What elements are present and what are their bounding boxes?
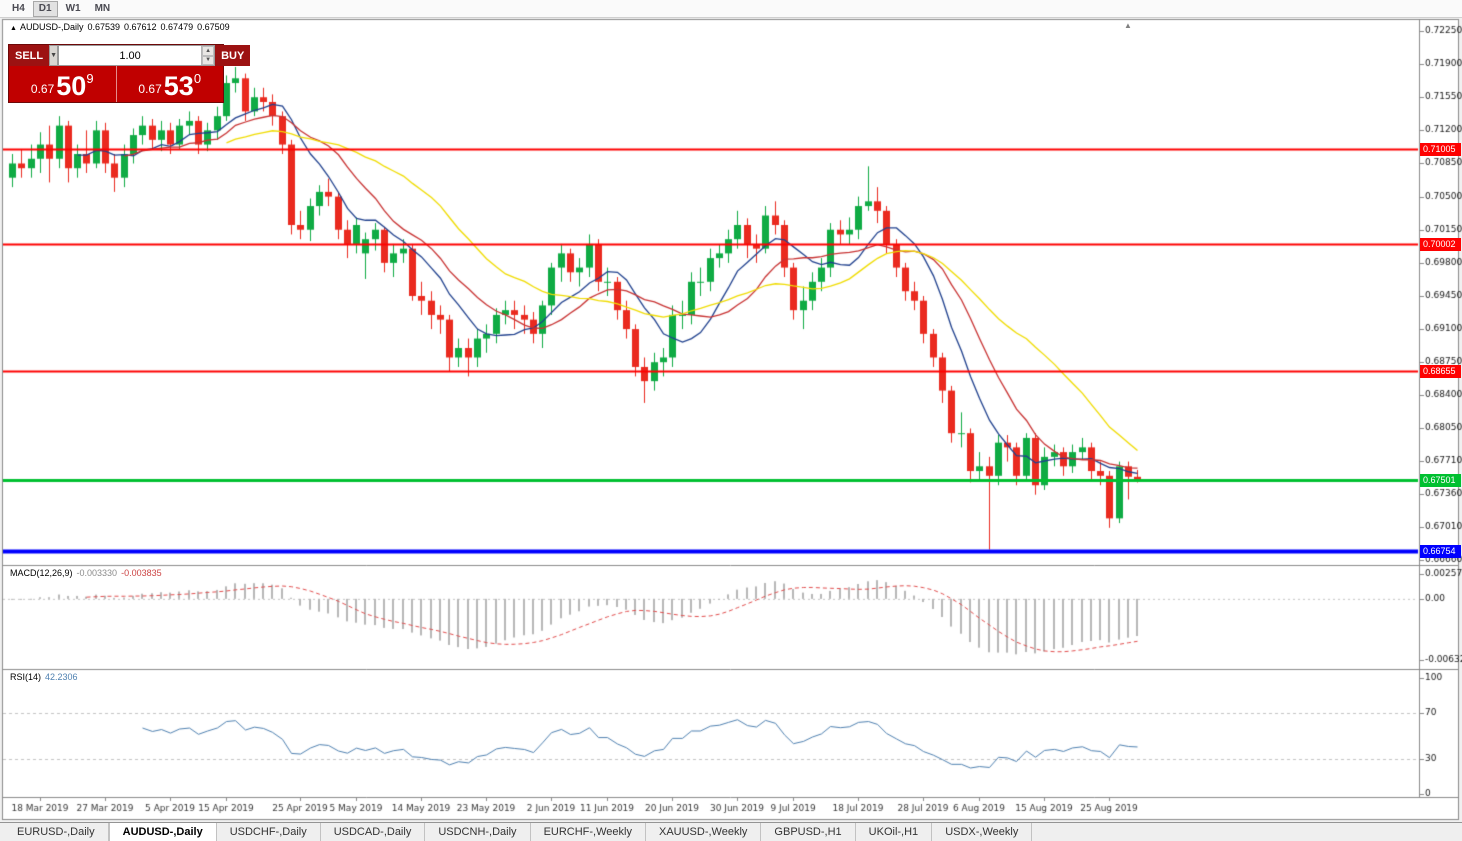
buy-price-big-digits: 53 xyxy=(163,71,194,101)
one-click-trading-panel: SELL ▼ ▲ ▼ BUY 0.67 50 9 0.67 53 0 xyxy=(8,44,251,103)
rsi-name: RSI(14) xyxy=(10,672,42,682)
price-level-tag: 0.68655 xyxy=(1420,365,1461,378)
rsi-value: 42.2306 xyxy=(45,672,78,682)
volume-increase-button[interactable]: ▲ xyxy=(202,46,215,56)
sell-price-prefix: 0.67 xyxy=(30,82,55,96)
chart-header: ▲ AUDUSD-,Daily 0.67539 0.67612 0.67479 0.675… xyxy=(10,22,234,32)
price-level-tag: 0.71005 xyxy=(1420,143,1461,156)
sell-price-button[interactable]: 0.67 50 9 xyxy=(9,66,116,102)
volume-field: ▲ ▼ xyxy=(58,45,216,66)
chart-shift-marker[interactable]: ▲ xyxy=(1124,21,1132,30)
chart-tab-usdcad-daily[interactable]: USDCAD-,Daily xyxy=(321,823,426,841)
chart-tab-usdchf-daily[interactable]: USDCHF-,Daily xyxy=(217,823,321,841)
chart-tab-ukoil-h1[interactable]: UKOil-,H1 xyxy=(856,823,933,841)
chart-tab-bar: EURUSD-,Daily AUDUSD-,Daily USDCHF-,Daily U… xyxy=(0,822,1462,841)
volume-spinner: ▲ ▼ xyxy=(201,46,215,65)
timeframe-button-d1[interactable]: D1 xyxy=(32,0,58,17)
volume-dropdown-button[interactable]: ▼ xyxy=(49,45,59,66)
buy-price-pip-digit: 0 xyxy=(193,71,202,86)
chart-tab-xauusd-weekly[interactable]: XAUUSD-,Weekly xyxy=(646,823,762,841)
rsi-indicator-label: RSI(14) 42.2306 xyxy=(10,672,82,682)
price-level-tag: 0.66754 xyxy=(1420,545,1461,558)
volume-input[interactable] xyxy=(59,46,202,65)
timeframe-toolbar: H4 D1 W1 MN xyxy=(0,0,1462,18)
macd-signal-value: -0.003835 xyxy=(121,568,162,578)
chart-tab-audusd-daily[interactable]: AUDUSD-,Daily xyxy=(108,823,217,841)
sell-button[interactable]: SELL xyxy=(9,45,50,66)
timeframe-button-mn[interactable]: MN xyxy=(89,1,117,17)
macd-name: MACD(12,26,9) xyxy=(10,568,73,578)
timeframe-button-w1[interactable]: W1 xyxy=(60,1,87,17)
price-level-tag: 0.70002 xyxy=(1420,238,1461,251)
macd-indicator-label: MACD(12,26,9) -0.003330 -0.003835 xyxy=(10,568,166,578)
chevron-down-icon: ▼ xyxy=(50,52,58,59)
chart-tab-gbpusd-h1[interactable]: GBPUSD-,H1 xyxy=(761,823,856,841)
chart-tab-usdx-weekly[interactable]: USDX-,Weekly xyxy=(932,823,1033,841)
price-divider xyxy=(115,66,117,102)
ohlc-open: 0.67539 xyxy=(87,22,120,32)
buy-button[interactable]: BUY xyxy=(215,45,251,66)
ohlc-low: 0.67479 xyxy=(160,22,194,32)
sell-price-pip-digit: 9 xyxy=(86,71,94,86)
timeframe-button-h4[interactable]: H4 xyxy=(6,1,31,17)
buy-price-prefix: 0.67 xyxy=(138,82,162,96)
price-level-tag: 0.67501 xyxy=(1420,474,1461,487)
volume-decrease-button[interactable]: ▼ xyxy=(202,55,215,65)
symbol-marker-icon: ▲ xyxy=(10,25,17,32)
chart-tab-eurusd-daily[interactable]: EURUSD-,Daily xyxy=(4,823,109,841)
chart-symbol-label: AUDUSD-,Daily xyxy=(19,22,84,32)
ohlc-high: 0.67612 xyxy=(124,22,157,32)
macd-main-value: -0.003330 xyxy=(76,568,118,578)
chart-tab-usdcnh-daily[interactable]: USDCNH-,Daily xyxy=(425,823,531,841)
sell-price-big-digits: 50 xyxy=(56,71,87,101)
chart-tab-eurchf-weekly[interactable]: EURCHF-,Weekly xyxy=(531,823,646,841)
buy-price-button[interactable]: 0.67 53 0 xyxy=(117,66,224,102)
ohlc-close: 0.67509 xyxy=(197,22,230,32)
